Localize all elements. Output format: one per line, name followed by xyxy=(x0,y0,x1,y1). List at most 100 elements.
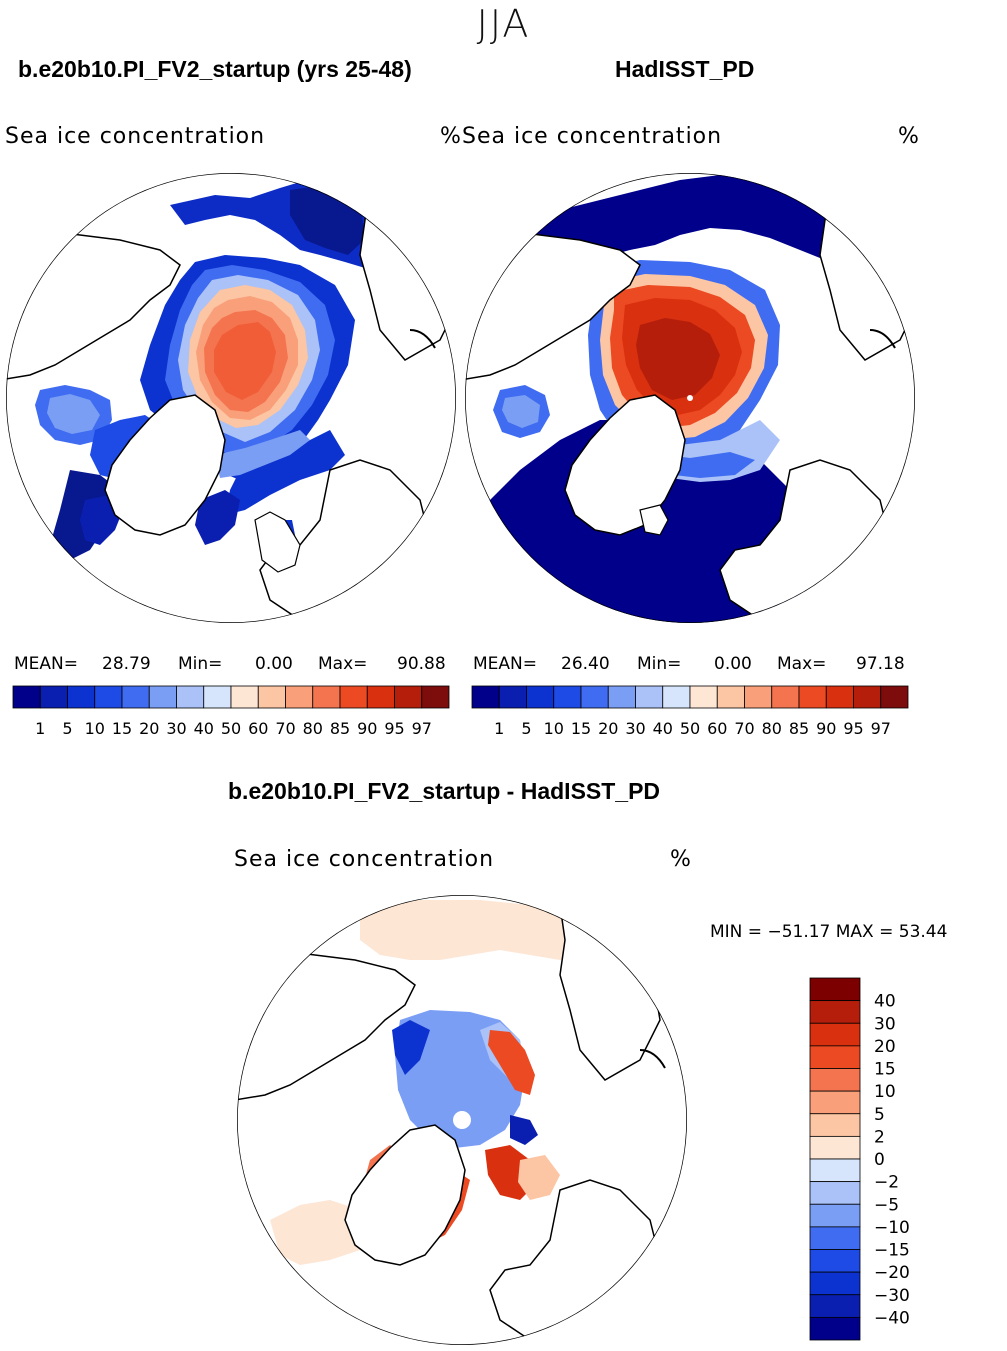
panel2-colorbar-tick-label: 60 xyxy=(707,719,727,738)
panel1-title: b.e20b10.PI_FV2_startup (yrs 25-48) xyxy=(18,56,412,82)
panel2-colorbar-swatch xyxy=(553,685,582,709)
panel2-max-label: Max= xyxy=(777,654,827,674)
panel2-colorbar: 1 5 10 15 20 30 40 50 60 70 80 85 90 95 97 xyxy=(471,685,909,738)
panel1-colorbar-tick-label: 97 xyxy=(412,719,432,738)
panel2-colorbar-tick-label: 5 xyxy=(521,719,531,738)
panel1-units: % xyxy=(440,124,462,149)
panel3-colorbar-tick-label: 5 xyxy=(874,1105,885,1125)
panel3-colorbar-tick-label: −30 xyxy=(874,1286,910,1306)
panel3-colorbar-swatch xyxy=(809,1158,861,1183)
panel1-mean-label: MEAN= xyxy=(14,654,78,674)
panel2-colorbar-swatch xyxy=(662,685,691,709)
panel3-map xyxy=(237,895,687,1345)
panel3-colorbar-tick-label: 15 xyxy=(874,1060,896,1080)
panel1-colorbar: 1 5 10 15 20 30 40 50 60 70 80 85 90 95 97 xyxy=(12,685,450,738)
panel1-colorbar-tick-label: 5 xyxy=(62,719,72,738)
panel2-colorbar-swatch xyxy=(880,685,909,709)
panel2-colorbar-tick-label: 20 xyxy=(598,719,618,738)
panel1-colorbar-tick-label: 20 xyxy=(139,719,159,738)
panel2-mean-value: 26.40 xyxy=(561,654,610,674)
panel1-colorbar-tick-label: 85 xyxy=(330,719,350,738)
panel3-colorbar-swatch xyxy=(809,1181,861,1205)
panel3-colorbar-tick-label: 2 xyxy=(874,1127,885,1147)
panel3-colorbar-swatch xyxy=(809,1068,861,1092)
panel3-colorbar-tick-label: −20 xyxy=(874,1263,910,1283)
panel1-colorbar-tick-label: 90 xyxy=(357,719,377,738)
panel3-colorbar-swatch xyxy=(809,1113,861,1137)
panel2-colorbar-swatch xyxy=(580,685,609,709)
panel2-colorbar-tick-label: 10 xyxy=(544,719,564,738)
panel1-colorbar-swatch xyxy=(67,685,96,709)
panel3-colorbar-swatch xyxy=(809,1000,861,1024)
season-title: JJA xyxy=(476,2,531,46)
panel2-colorbar-swatch xyxy=(635,685,664,709)
panel3-variable: Sea ice concentration xyxy=(234,847,495,872)
panel1-map xyxy=(6,173,456,623)
panel2-colorbar-swatch xyxy=(771,685,800,709)
panel1-colorbar-tick-label: 70 xyxy=(275,719,295,738)
panel3-colorbar-tick-label: −5 xyxy=(874,1195,899,1215)
panel2-colorbar-tick-label: 15 xyxy=(571,719,591,738)
panel3-colorbar-swatch xyxy=(809,1226,861,1250)
panel2-colorbar-tick-label: 30 xyxy=(625,719,645,738)
panel2-min-value: 0.00 xyxy=(714,654,752,674)
panel1-colorbar-swatch xyxy=(148,685,177,709)
panel1-min-label: Min= xyxy=(178,654,223,674)
panel2-min-label: Min= xyxy=(637,654,682,674)
panel3-colorbar-tick-label: 30 xyxy=(874,1014,896,1034)
panel1-mean-value: 28.79 xyxy=(102,654,151,674)
panel2-colorbar-swatch xyxy=(853,685,882,709)
panel1-colorbar-tick-label: 15 xyxy=(112,719,132,738)
panel1-colorbar-tick-label: 60 xyxy=(248,719,268,738)
panel1-colorbar-swatch xyxy=(12,685,41,709)
panel2-colorbar-tick-label: 85 xyxy=(789,719,809,738)
panel3-colorbar-tick-label: 40 xyxy=(874,992,896,1012)
panel2-colorbar-swatch xyxy=(798,685,827,709)
panel1-colorbar-swatch xyxy=(339,685,368,709)
panel3-colorbar-swatch xyxy=(809,1135,861,1160)
panel2-colorbar-swatch xyxy=(471,685,500,709)
panel2-colorbar-tick-label: 50 xyxy=(680,719,700,738)
panel3-colorbar-swatch xyxy=(809,1022,861,1047)
panel3-colorbar-swatch xyxy=(809,1045,861,1069)
panel1-variable: Sea ice concentration xyxy=(5,124,266,149)
panel1-colorbar-tick-label: 10 xyxy=(85,719,105,738)
panel3-colorbar-swatch xyxy=(809,1090,861,1115)
panel1-colorbar-swatch xyxy=(312,685,341,709)
panel3-colorbar-swatch xyxy=(809,1271,861,1296)
panel2-colorbar-tick-label: 90 xyxy=(816,719,836,738)
panel3-units: % xyxy=(670,847,692,872)
panel3-colorbar-swatch xyxy=(809,1316,861,1341)
panel1-colorbar-swatch xyxy=(285,685,314,709)
panel3-title: b.e20b10.PI_FV2_startup - HadISST_PD xyxy=(228,778,661,804)
panel2-colorbar-tick-label: 40 xyxy=(653,719,673,738)
panel3-colorbar-swatch xyxy=(809,977,861,1002)
panel2-colorbar-tick-label: 97 xyxy=(871,719,891,738)
panel3-colorbar-swatch xyxy=(809,1249,861,1273)
panel2-max-value: 97.18 xyxy=(856,654,905,674)
panel1-colorbar-tick-label: 40 xyxy=(194,719,214,738)
panel2-colorbar-tick-label: 70 xyxy=(734,719,754,738)
panel2-colorbar-swatch xyxy=(716,685,745,709)
panel3-colorbar-tick-label: 10 xyxy=(874,1082,896,1102)
panel2-colorbar-swatch xyxy=(689,685,718,709)
panel2-colorbar-tick-label: 1 xyxy=(494,719,504,738)
panel1-colorbar-swatch xyxy=(230,685,259,709)
panel1-colorbar-tick-label: 50 xyxy=(221,719,241,738)
panel2-colorbar-tick-label: 80 xyxy=(762,719,782,738)
panel2-colorbar-tick-label: 95 xyxy=(843,719,863,738)
panel3-colorbar-tick-label: −10 xyxy=(874,1218,910,1238)
panel1-colorbar-swatch xyxy=(39,685,68,709)
panel2-colorbar-swatch xyxy=(498,685,527,709)
panel2-mean-label: MEAN= xyxy=(473,654,537,674)
panel1-colorbar-swatch xyxy=(257,685,286,709)
panel3-colorbar-tick-label: −2 xyxy=(874,1173,899,1193)
panel2-map xyxy=(465,173,915,623)
panel1-colorbar-swatch xyxy=(421,685,450,709)
panel1-colorbar-tick-label: 30 xyxy=(166,719,186,738)
panel1-colorbar-swatch xyxy=(366,685,395,709)
panel2-colorbar-swatch xyxy=(607,685,636,709)
panel1-colorbar-swatch xyxy=(203,685,232,709)
panel1-colorbar-tick-label: 80 xyxy=(303,719,323,738)
